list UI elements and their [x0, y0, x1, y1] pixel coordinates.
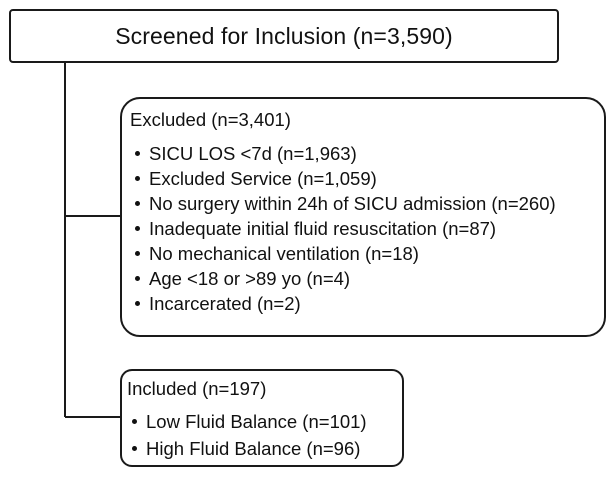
- bullet-icon: [135, 151, 140, 156]
- list-item-label: SICU LOS <7d (n=1,963): [149, 142, 357, 164]
- bullet-icon: [132, 446, 137, 451]
- included-groups-list: Low Fluid Balance (n=101) High Fluid Bal…: [127, 408, 402, 462]
- list-item: Age <18 or >89 yo (n=4): [130, 266, 604, 291]
- included-box: Included (n=197) Low Fluid Balance (n=10…: [120, 369, 404, 467]
- list-item-label: No mechanical ventilation (n=18): [149, 242, 419, 264]
- excluded-box: Excluded (n=3,401) SICU LOS <7d (n=1,963…: [120, 97, 606, 337]
- list-item: No mechanical ventilation (n=18): [130, 241, 604, 266]
- list-item: High Fluid Balance (n=96): [127, 435, 402, 462]
- bullet-icon: [135, 251, 140, 256]
- screened-box: Screened for Inclusion (n=3,590): [9, 9, 559, 63]
- list-item: Inadequate initial fluid resuscitation (…: [130, 216, 604, 241]
- bullet-icon: [132, 419, 137, 424]
- list-item: Excluded Service (n=1,059): [130, 166, 604, 191]
- bullet-icon: [135, 276, 140, 281]
- list-item-label: High Fluid Balance (n=96): [146, 437, 361, 459]
- list-item-label: Incarcerated (n=2): [149, 292, 301, 314]
- list-item: Incarcerated (n=2): [130, 291, 604, 316]
- bullet-icon: [135, 226, 140, 231]
- list-item-label: Age <18 or >89 yo (n=4): [149, 267, 351, 289]
- bullet-icon: [135, 301, 140, 306]
- bullet-icon: [135, 201, 140, 206]
- list-item-label: No surgery within 24h of SICU admission …: [149, 192, 556, 214]
- bullet-icon: [135, 176, 140, 181]
- list-item-label: Excluded Service (n=1,059): [149, 167, 377, 189]
- screened-label: Screened for Inclusion (n=3,590): [115, 22, 453, 49]
- list-item: SICU LOS <7d (n=1,963): [130, 141, 604, 166]
- list-item-label: Low Fluid Balance (n=101): [146, 410, 367, 432]
- excluded-title: Excluded (n=3,401): [130, 109, 291, 130]
- included-title: Included (n=197): [127, 378, 267, 399]
- list-item: No surgery within 24h of SICU admission …: [130, 191, 604, 216]
- list-item: Low Fluid Balance (n=101): [127, 408, 402, 435]
- list-item-label: Inadequate initial fluid resuscitation (…: [149, 217, 497, 239]
- excluded-criteria-list: SICU LOS <7d (n=1,963) Excluded Service …: [130, 141, 604, 316]
